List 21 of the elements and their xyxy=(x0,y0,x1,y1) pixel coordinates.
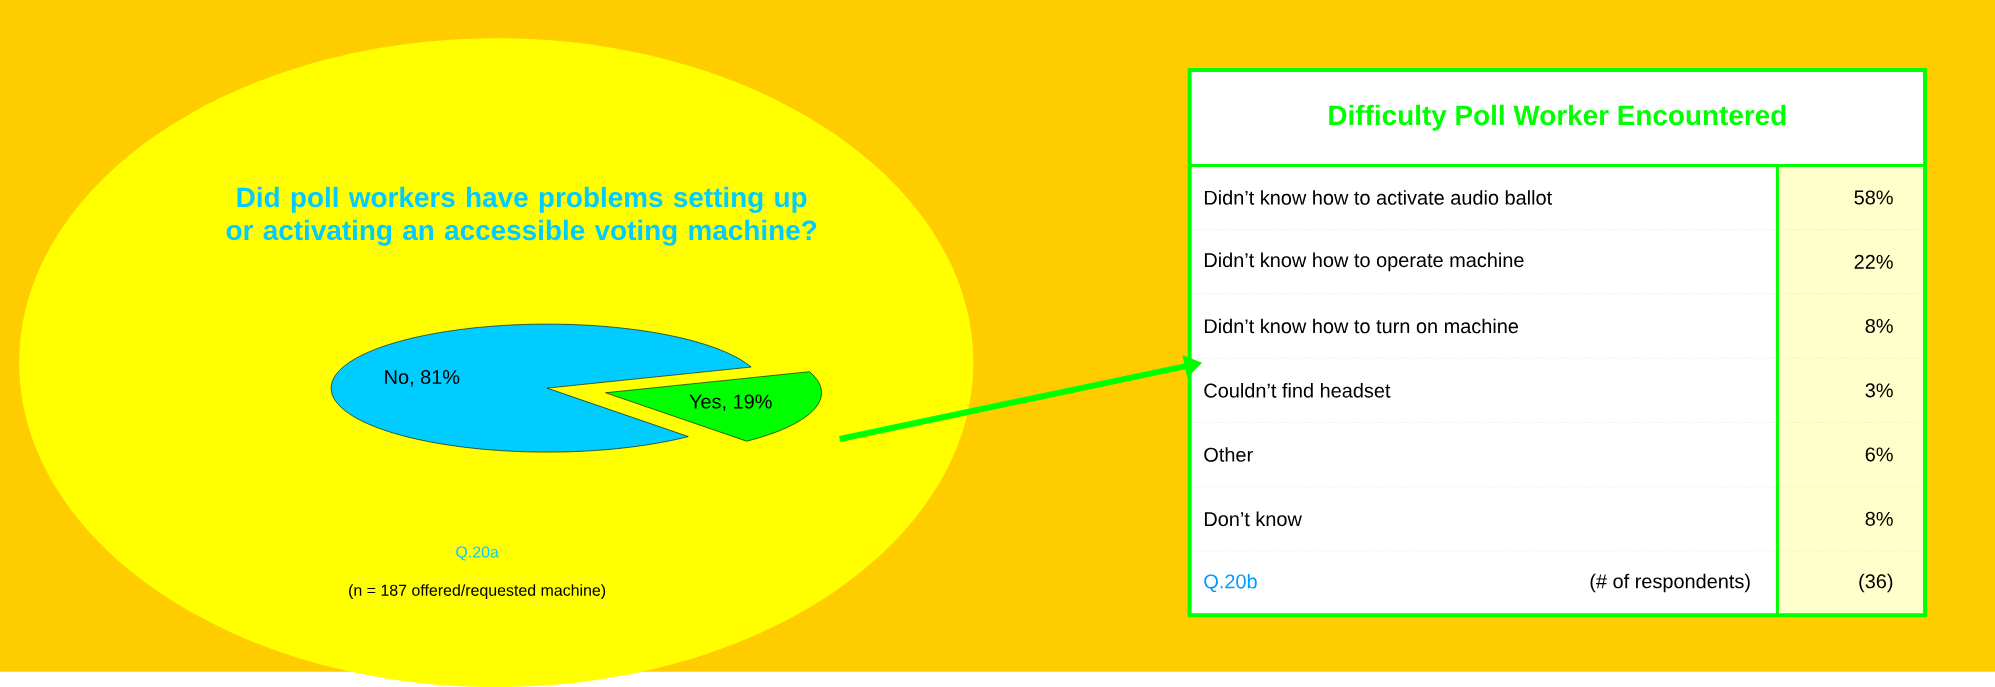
slice-label: Yes, 19% xyxy=(689,394,772,411)
text: Difficulty Poll Worker Encountered xyxy=(1329,104,1786,131)
category-label: Couldn’t find headset xyxy=(1204,383,1391,398)
category-label: Didn’t know how to activate audio ballot xyxy=(1204,190,1553,205)
category-label: Don’t know xyxy=(1204,511,1302,527)
category-label: Didn’t know how to turn on machine xyxy=(1204,318,1519,334)
text: 8% xyxy=(1865,511,1893,526)
text: (36) xyxy=(1859,573,1893,593)
text: Q.20a xyxy=(456,546,499,561)
text: 58% xyxy=(1854,190,1893,205)
text: (# of respondents) xyxy=(1590,573,1750,593)
text: 3% xyxy=(1865,383,1893,398)
text: 22% xyxy=(1854,254,1893,269)
text: (n = 187 offered/requested machine) xyxy=(349,584,606,600)
text: Q.20b xyxy=(1204,573,1257,593)
slice-label: No, 81% xyxy=(385,369,460,387)
text: 8% xyxy=(1865,318,1893,333)
text: 6% xyxy=(1865,447,1893,462)
chart-title: Did poll workers have problems setting up or activating an accessible voting machine? xyxy=(226,186,817,246)
category-label: Other xyxy=(1204,447,1253,462)
category-label: Didn’t know how to operate machine xyxy=(1204,252,1524,272)
